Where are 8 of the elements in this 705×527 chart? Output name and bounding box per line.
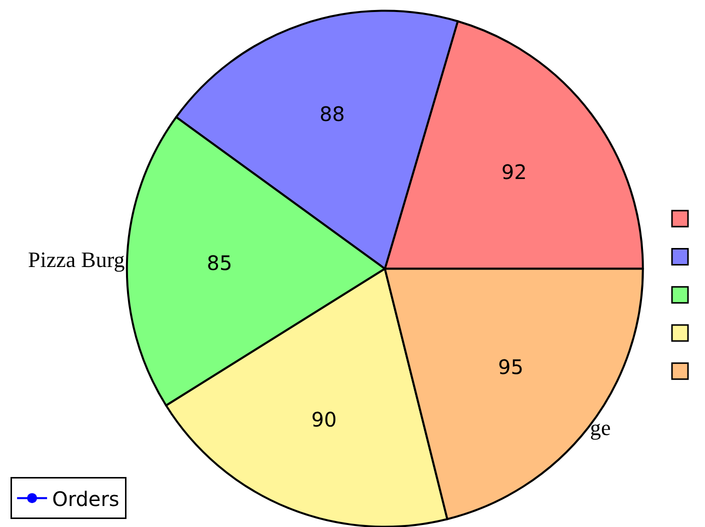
data-label: 85 <box>206 250 232 275</box>
data-label: 88 <box>319 102 345 126</box>
data-label: 90 <box>311 407 337 432</box>
data-label: 92 <box>501 160 527 184</box>
data-label: 95 <box>498 355 524 380</box>
slice-label: ge <box>590 415 611 440</box>
slice-label: Orders <box>52 486 120 511</box>
slice-label: Pizza Burg <box>28 247 125 272</box>
